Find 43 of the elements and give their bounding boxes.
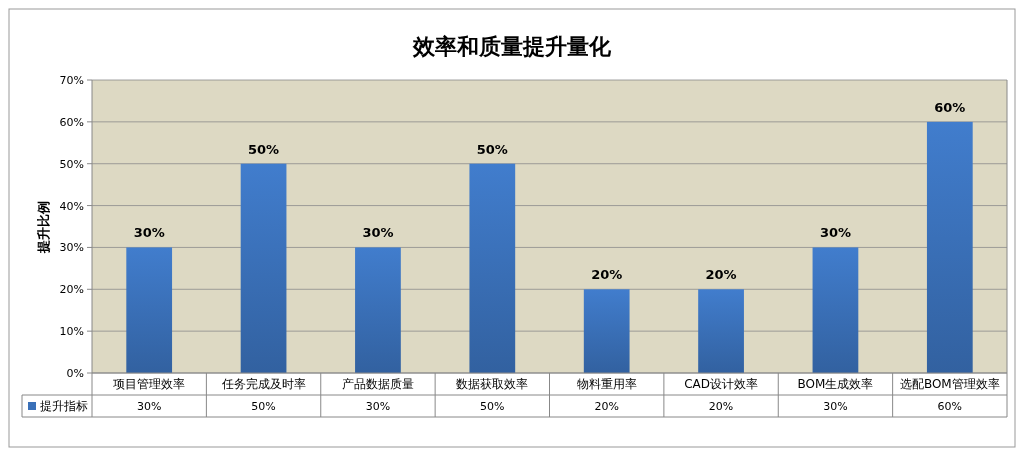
y-tick-label: 60% [59, 115, 84, 129]
x-tick-label: 选配BOM管理效率 [899, 377, 1000, 391]
data-label: 30% [823, 400, 848, 413]
text: 30% [362, 225, 394, 241]
bar [126, 247, 173, 373]
bar [698, 289, 744, 373]
legend-label: 提升指标 [40, 399, 88, 413]
data-label: 30% [365, 400, 391, 413]
bar [583, 289, 630, 373]
y-tick-label: 50% [59, 157, 84, 171]
x-tick-label: 数据获取效率 [456, 377, 529, 391]
y-tick-label: 30% [59, 241, 84, 255]
bar [926, 121, 973, 373]
y-tick-label: 0% [66, 367, 84, 380]
x-tick-label: BOM生成效率 [797, 377, 874, 391]
x-tick-label: 项目管理效率 [113, 377, 186, 391]
text: 20% [591, 267, 623, 283]
y-tick-label: 10% [59, 325, 84, 339]
data-label: 30% [136, 400, 162, 413]
y-tick-label: 20% [59, 283, 84, 297]
data-label: 60% [937, 400, 963, 413]
data-label: 20% [594, 400, 619, 413]
x-tick-label: 产品数据质量 [341, 377, 414, 391]
data-label: 50% [251, 400, 276, 413]
text: 20% [705, 267, 737, 283]
y-axis-title: 提升比例 [36, 200, 51, 254]
bar [812, 247, 859, 373]
x-tick-label: 物料重用率 [576, 377, 637, 391]
data-label: 20% [708, 400, 734, 413]
x-tick-label: 任务完成及时率 [220, 377, 306, 391]
bar [469, 163, 516, 373]
text: 60% [934, 99, 966, 115]
chart-title: 效率和质量提升量化 [412, 34, 612, 59]
bar [355, 247, 401, 373]
bar [240, 163, 287, 373]
text: 50% [476, 141, 508, 157]
x-tick-label: CAD设计效率 [684, 377, 758, 391]
y-tick-label: 70% [59, 74, 84, 87]
data-label: 50% [480, 400, 505, 413]
text: 50% [248, 141, 280, 157]
text: 30% [819, 225, 851, 241]
text: 30% [133, 225, 165, 241]
y-tick-label: 40% [59, 199, 84, 213]
